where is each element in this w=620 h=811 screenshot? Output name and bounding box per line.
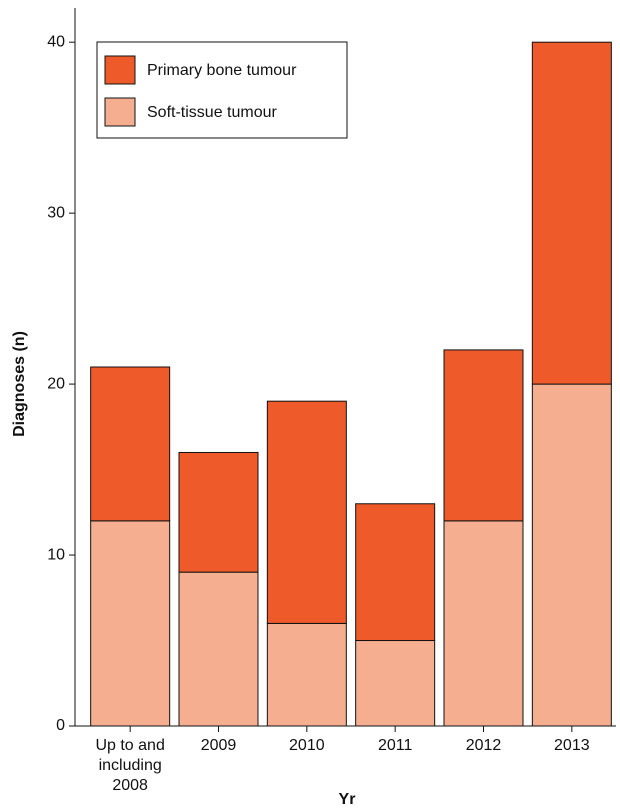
bar-segment [178, 571, 259, 727]
bar-segment [90, 520, 171, 727]
x-tick-label: 2013 [554, 737, 590, 754]
bar-segment [531, 41, 612, 385]
x-tick-label: 2012 [465, 737, 502, 754]
y-tick-label: 0 [56, 717, 65, 734]
legend-swatch [104, 97, 136, 127]
bar-segment [178, 451, 259, 573]
x-tick-label: 2011 [377, 737, 413, 754]
y-tick-label: 30 [47, 204, 65, 221]
bar-segment [266, 622, 347, 727]
bar-segment [90, 366, 171, 522]
y-axis-title: Diagnoses (n) [11, 331, 28, 437]
bar-segment [355, 640, 436, 727]
x-axis-title: Yr [339, 791, 356, 808]
bar-segment [443, 349, 524, 522]
x-tick-label: 2010 [289, 737, 325, 754]
bar-segment [531, 383, 612, 727]
legend-label: Primary bone tumour [147, 62, 297, 79]
y-tick-label: 10 [47, 546, 65, 563]
y-tick-label: 20 [47, 375, 65, 392]
x-tick-label: Up to and including 2008 [95, 737, 165, 794]
bar-segment [266, 400, 347, 624]
legend-swatch [104, 55, 136, 85]
bar-segment [355, 503, 436, 642]
legend-label: Soft-tissue tumour [147, 104, 278, 121]
y-tick-label: 40 [47, 33, 65, 50]
bar-segment [443, 520, 524, 727]
legend-box [96, 41, 348, 139]
x-tick-label: 2009 [200, 737, 237, 754]
